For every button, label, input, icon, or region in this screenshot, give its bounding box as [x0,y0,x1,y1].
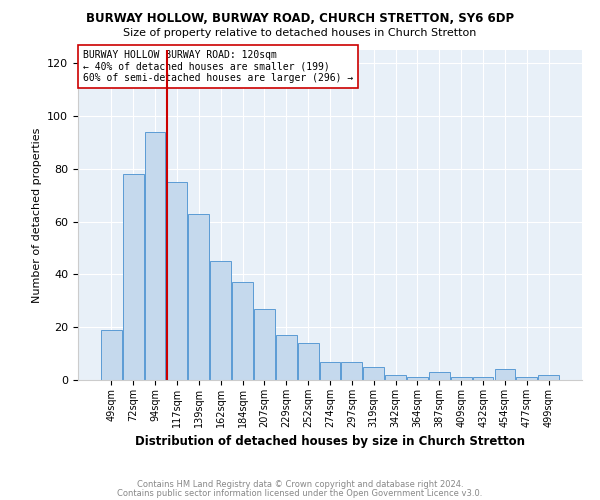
Bar [429,372,450,380]
Bar [298,343,319,380]
Bar [385,374,406,380]
Bar [101,330,122,380]
Bar [232,282,253,380]
Bar [123,174,143,380]
Text: Size of property relative to detached houses in Church Stretton: Size of property relative to detached ho… [124,28,476,38]
Text: BURWAY HOLLOW BURWAY ROAD: 120sqm
← 40% of detached houses are smaller (199)
60%: BURWAY HOLLOW BURWAY ROAD: 120sqm ← 40% … [83,50,353,83]
Bar [276,335,296,380]
Bar [538,374,559,380]
Bar [517,378,537,380]
Bar [210,261,231,380]
Bar [451,378,472,380]
Text: BURWAY HOLLOW, BURWAY ROAD, CHURCH STRETTON, SY6 6DP: BURWAY HOLLOW, BURWAY ROAD, CHURCH STRET… [86,12,514,26]
Y-axis label: Number of detached properties: Number of detached properties [32,128,41,302]
Text: Contains public sector information licensed under the Open Government Licence v3: Contains public sector information licen… [118,488,482,498]
Bar [167,182,187,380]
X-axis label: Distribution of detached houses by size in Church Stretton: Distribution of detached houses by size … [135,436,525,448]
Bar [364,367,384,380]
Bar [473,378,493,380]
Bar [341,362,362,380]
Bar [254,308,275,380]
Bar [494,370,515,380]
Bar [188,214,209,380]
Text: Contains HM Land Registry data © Crown copyright and database right 2024.: Contains HM Land Registry data © Crown c… [137,480,463,489]
Bar [407,378,428,380]
Bar [145,132,166,380]
Bar [320,362,340,380]
